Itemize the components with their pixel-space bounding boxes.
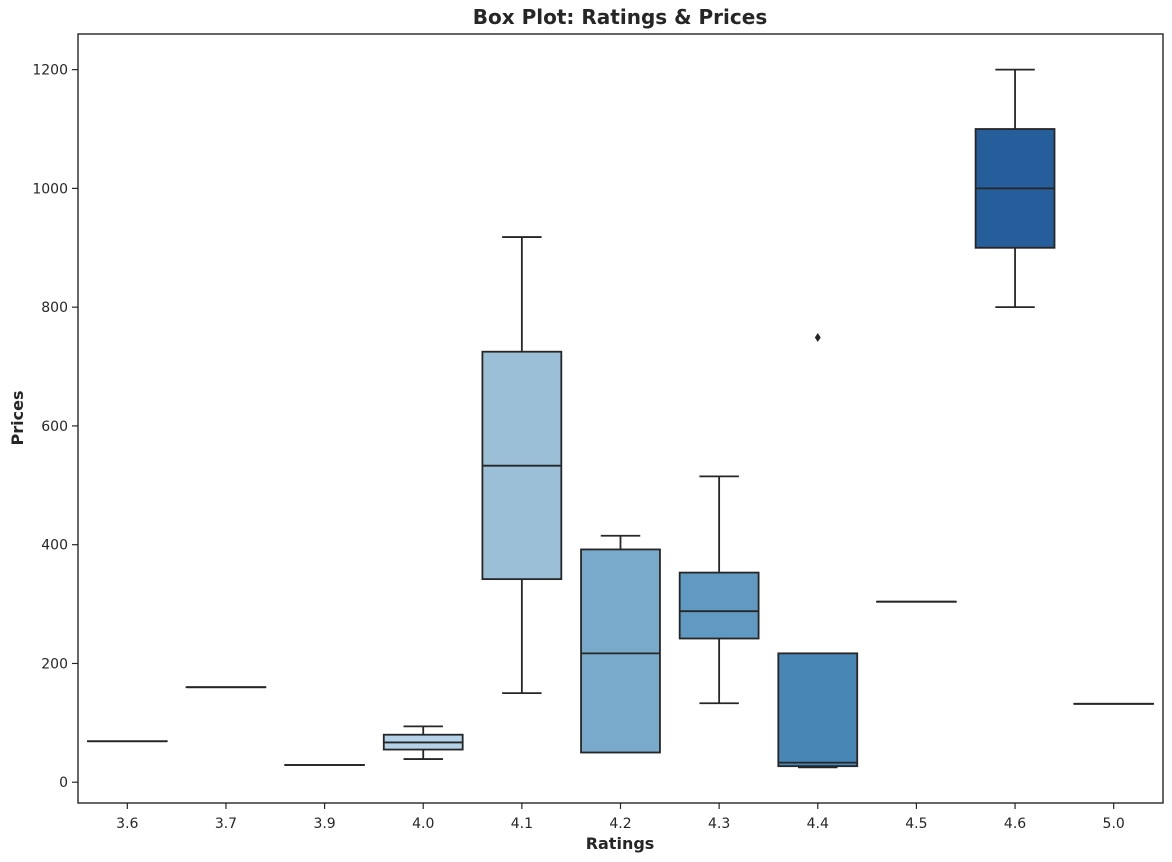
y-axis: 0 200 400 600 800 1000 1200 xyxy=(32,63,78,791)
box-group-4-6 xyxy=(974,68,1056,309)
chart-title: Box Plot: Ratings & Prices xyxy=(473,5,767,29)
y-tick-label: 1200 xyxy=(32,63,68,79)
x-tick-label: 4.3 xyxy=(708,816,730,832)
box-body xyxy=(678,571,760,640)
box-group-4-2 xyxy=(580,534,661,754)
x-tick-label: 3.7 xyxy=(215,816,237,832)
x-tick-label: 3.9 xyxy=(313,816,335,832)
x-tick-label: 4.1 xyxy=(511,816,533,832)
outlier-point xyxy=(814,332,821,342)
box-body xyxy=(580,548,661,754)
y-tick-label: 1000 xyxy=(32,181,68,197)
x-axis: 3.6 3.7 3.9 4.0 4.1 4.2 4.3 4.4 4.5 4.6 5.0 xyxy=(116,803,1125,832)
plot-area xyxy=(86,68,1155,769)
box-group-4-0 xyxy=(382,725,464,760)
x-tick-label: 4.4 xyxy=(807,816,829,832)
x-tick-label: 5.0 xyxy=(1103,816,1125,832)
x-tick-label: 4.0 xyxy=(412,816,434,832)
x-axis-label: Ratings xyxy=(586,834,655,853)
box-group-4-4 xyxy=(777,332,859,769)
x-tick-label: 4.2 xyxy=(609,816,631,832)
x-tick-label: 4.6 xyxy=(1004,816,1026,832)
y-tick-label: 600 xyxy=(41,419,68,435)
x-tick-label: 3.6 xyxy=(116,816,138,832)
x-tick-label: 4.5 xyxy=(905,816,927,832)
y-tick-label: 800 xyxy=(41,300,68,316)
box-body xyxy=(777,652,859,768)
box-group-4-3 xyxy=(678,475,760,705)
y-axis-label: Prices xyxy=(8,391,27,446)
y-tick-label: 200 xyxy=(41,656,68,672)
y-tick-label: 400 xyxy=(41,538,68,554)
box-group-4-1 xyxy=(481,236,563,695)
y-tick-label: 0 xyxy=(59,775,68,791)
